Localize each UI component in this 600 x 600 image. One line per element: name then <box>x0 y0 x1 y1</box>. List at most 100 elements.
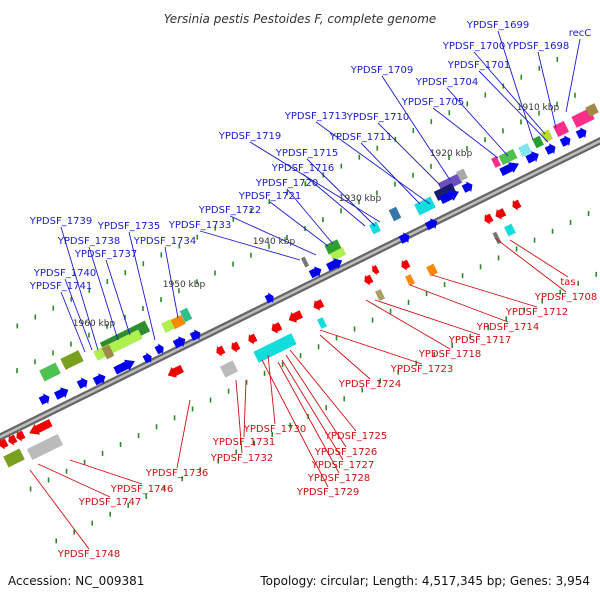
reverse-gene-arrow <box>484 213 494 225</box>
forward-gene-label: YPDSF_1711 <box>329 132 392 143</box>
forward-gene-arrow <box>544 143 556 155</box>
forward-genes <box>38 127 587 405</box>
forward-gene-label: YPDSF_1739 <box>29 216 92 227</box>
reverse-gene-arrow <box>248 333 258 345</box>
forward-gene-arrow <box>398 232 410 244</box>
reverse-gene-arrow <box>512 199 522 211</box>
feature-block <box>368 221 382 235</box>
reverse-leader-line <box>319 334 371 380</box>
reverse-gene-label: YPDSF_1727 <box>311 460 374 471</box>
scale-label: 1920 kbp <box>430 149 473 159</box>
forward-leader-line <box>432 107 499 159</box>
reverse-leader-line <box>235 379 243 454</box>
forward-leader-line <box>60 291 86 353</box>
reverse-leader-line <box>267 354 276 425</box>
forward-gene-label: YPDSF_1704 <box>415 77 478 88</box>
reverse-gene-label: YPDSF_1708 <box>534 292 597 303</box>
forward-leader-line <box>315 121 431 205</box>
reverse-leader-line <box>409 284 509 323</box>
forward-leader-line <box>377 122 441 186</box>
forward-leader-line <box>497 30 534 141</box>
forward-leader-line <box>88 246 119 341</box>
reverse-gene-label: YPDSF_1714 <box>476 322 539 333</box>
forward-gene-label: YPDSF_1721 <box>238 191 301 202</box>
forward-leader-line <box>446 87 509 157</box>
reverse-gene-label: YPDSF_1746 <box>110 484 173 495</box>
reverse-gene-arrow <box>8 434 18 446</box>
forward-gene-arrow <box>142 352 152 364</box>
reverse-gene-label: YPDSF_1723 <box>390 364 453 375</box>
forward-gene-label: YPDSF_1701 <box>447 60 510 71</box>
forward-leader-line <box>105 259 131 336</box>
reverse-gene-label: YPDSF_1724 <box>338 379 401 390</box>
reverse-leader-line <box>509 239 569 278</box>
scale-label: 1960 kbp <box>73 319 116 329</box>
scale-label: 1930 kbp <box>339 194 382 204</box>
forward-leader-line <box>249 141 381 223</box>
reverse-leader-line <box>374 299 481 336</box>
forward-gene-arrow <box>499 162 519 176</box>
reverse-gene-label: YPDSF_1729 <box>296 487 359 498</box>
forward-leader-line <box>128 231 156 341</box>
feature-block <box>160 318 176 334</box>
feature-block <box>101 344 115 360</box>
reverse-gene-arrow <box>364 274 374 286</box>
reverse-leader-line <box>431 274 538 308</box>
reverse-gene-arrow <box>16 430 26 442</box>
reverse-leader-line <box>277 361 340 474</box>
feature-block <box>253 332 297 364</box>
map-title: Yersinia pestis Pestoides F, complete ge… <box>164 12 437 26</box>
reverse-gene-label: YPDSF_1736 <box>145 468 208 479</box>
reverse-gene-arrow <box>313 299 325 311</box>
reverse-gene-label: YPDSF_1728 <box>307 473 370 484</box>
forward-gene-arrow <box>54 387 69 400</box>
forward-gene-label: YPDSF_1734 <box>133 236 196 247</box>
forward-leader-line <box>60 226 99 351</box>
feature-block <box>219 360 239 378</box>
reverse-leader-line <box>281 359 344 461</box>
forward-gene-label: YPDSF_1699 <box>466 20 529 31</box>
reverse-gene-label: YPDSF_1732 <box>210 453 273 464</box>
feature-block <box>374 288 386 302</box>
reverse-leader-line <box>243 379 247 438</box>
forward-gene-label: YPDSF_1698 <box>506 41 569 52</box>
forward-gene-label: YPDSF_1720 <box>255 178 318 189</box>
forward-gene-arrow <box>461 181 473 193</box>
forward-gene-label: YPDSF_1715 <box>275 148 338 159</box>
forward-gene-arrow <box>264 292 274 304</box>
feature-block <box>584 102 600 118</box>
feature-block <box>38 362 62 382</box>
forward-gene-label: YPDSF_1733 <box>168 220 231 231</box>
feature-block <box>329 246 347 262</box>
reverse-gene-arrow <box>29 419 53 435</box>
reverse-gene-arrow <box>0 438 9 450</box>
forward-gene-label: YPDSF_1700 <box>442 41 505 52</box>
forward-gene-label: YPDSF_1716 <box>271 163 334 174</box>
forward-leader-line <box>473 51 546 135</box>
forward-leader-line <box>229 215 317 256</box>
forward-gene-arrow <box>172 336 186 349</box>
forward-gene-label: YPDSF_1722 <box>198 205 261 216</box>
forward-gene-label: YPDSF_1735 <box>97 221 160 232</box>
reverse-gene-arrow <box>401 259 411 271</box>
forward-leader-line <box>565 38 581 113</box>
reverse-genes <box>0 199 522 450</box>
feature-block <box>2 448 26 468</box>
forward-gene-label: YPDSF_1738 <box>57 236 120 247</box>
feature-block <box>552 120 570 138</box>
feature-block <box>60 349 84 371</box>
forward-leader-line <box>164 246 179 319</box>
feature-block <box>179 307 193 323</box>
forward-gene-label: YPDSF_1705 <box>401 97 464 108</box>
scale-labels: 1910 kbp 1920 kbp 1930 kbp 1940 kbp 1950 kbp… <box>73 103 560 329</box>
forward-gene-arrow <box>525 151 539 164</box>
reverse-gene-label: tas <box>560 277 575 288</box>
feature-block <box>517 142 533 158</box>
forward-leader-line <box>199 230 301 261</box>
reverse-leader-line <box>494 237 567 293</box>
scale-label: 1940 kbp <box>253 237 296 247</box>
backbone <box>0 137 600 441</box>
reverse-leader-line <box>37 463 111 498</box>
